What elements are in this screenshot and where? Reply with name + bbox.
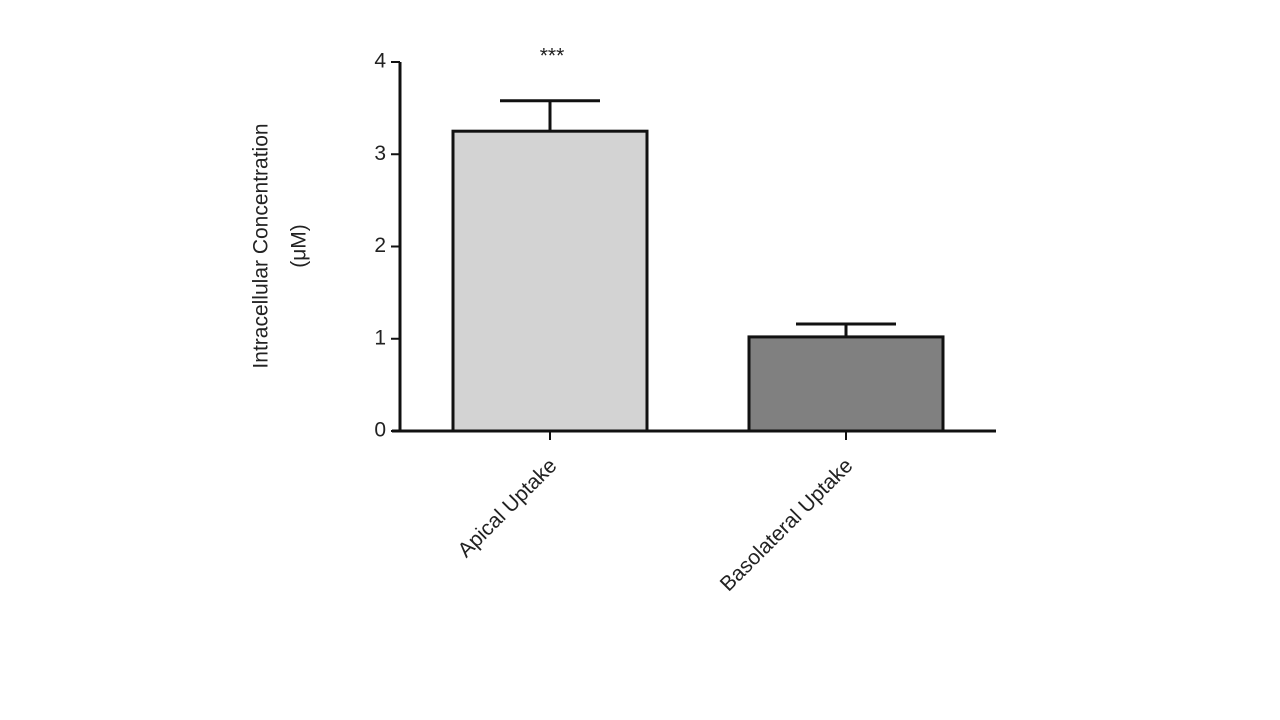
y-tick-label: 0 (374, 419, 386, 442)
x-tick-label: Apical Uptake (454, 454, 562, 562)
y-axis-label-line: (μM) (288, 224, 311, 268)
y-tick-label: 1 (374, 326, 386, 349)
y-tick-label: 4 (374, 50, 386, 73)
x-tick-label: Basolateral Uptake (716, 454, 858, 596)
y-axis-label-line: Intracellular Concentration (250, 123, 273, 368)
bar (451, 129, 649, 433)
y-tick-label: 2 (374, 234, 386, 257)
y-axis-label: Intracellular Concentration (μM) (250, 123, 311, 368)
significance: *** (540, 44, 565, 67)
y-tick-label: 3 (374, 142, 386, 165)
bar (747, 335, 945, 433)
